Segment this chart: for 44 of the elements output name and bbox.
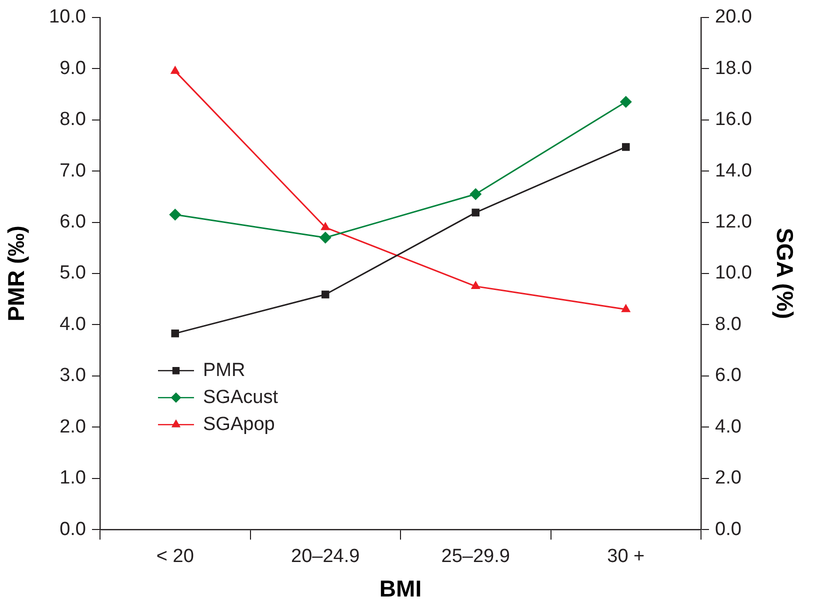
point: [170, 66, 180, 74]
y2-tick-label: 0.0: [715, 518, 742, 540]
y-tick-label: 7.0: [60, 160, 86, 182]
point: [319, 232, 332, 244]
legend-label: SGAcust: [203, 386, 279, 408]
legend-label: PMR: [203, 360, 246, 381]
point: [620, 96, 632, 108]
point: [621, 304, 631, 312]
x-tick-label: 20–24.9: [291, 546, 360, 568]
x-tick-label: < 20: [156, 546, 194, 568]
point: [321, 290, 330, 298]
y2-tick-label: 6.0: [715, 365, 742, 386]
y2-tick-label: 2.0: [715, 468, 742, 489]
y2-tick-label: 12.0: [715, 212, 752, 233]
x-tick-label: 30 +: [607, 546, 645, 568]
y-tick-label: 1.0: [60, 468, 86, 489]
legend-label: SGApop: [203, 414, 275, 435]
y2-tick-label: 20.0: [715, 6, 752, 28]
y2-tick-label: 14.0: [715, 160, 752, 182]
y-tick-label: 3.0: [60, 365, 86, 386]
point: [622, 143, 630, 151]
y-tick-label: 10.0: [49, 6, 86, 28]
y-tick-label: 0.0: [60, 518, 86, 540]
y2-tick-label: 16.0: [715, 109, 752, 130]
y-tick-label: 6.0: [60, 212, 86, 233]
point: [320, 222, 330, 230]
y-tick-label: 2.0: [60, 416, 86, 438]
y-tick-label: 5.0: [60, 262, 86, 284]
x-axis-title: BMI: [379, 576, 422, 602]
y2-tick-label: 4.0: [715, 416, 742, 438]
y2-tick-label: 8.0: [715, 314, 742, 335]
point: [470, 188, 482, 200]
y-tick-label: 9.0: [60, 58, 86, 79]
point: [472, 208, 480, 216]
y2-tick-label: 10.0: [715, 262, 752, 284]
y-axis-title: PMR (‰): [3, 226, 30, 322]
x-tick-label: 25–29.9: [441, 546, 510, 568]
y-tick-label: 4.0: [60, 314, 86, 335]
y2-axis-title: SGA (%): [772, 228, 798, 320]
point: [171, 330, 180, 338]
point: [169, 208, 182, 221]
y-tick-label: 8.0: [60, 109, 86, 130]
y2-tick-label: 18.0: [715, 58, 752, 79]
point: [470, 280, 480, 290]
